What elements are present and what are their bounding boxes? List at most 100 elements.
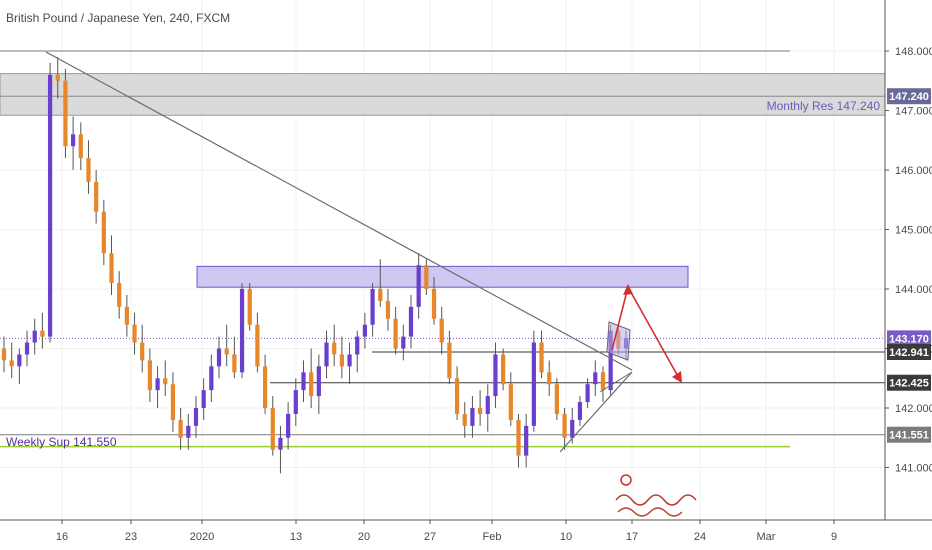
candle-body — [117, 283, 122, 307]
candle — [32, 318, 37, 355]
candle-body — [286, 413, 291, 438]
candle — [270, 396, 275, 456]
candle — [201, 378, 206, 420]
candle-body — [1, 348, 7, 361]
candle — [493, 342, 498, 408]
candle-body — [270, 408, 275, 450]
candle — [454, 366, 460, 420]
candle — [155, 366, 160, 408]
y-tick-label: 146.000 — [895, 165, 932, 177]
candle-body — [140, 342, 145, 361]
candles-layer — [1, 56, 629, 474]
candle — [385, 289, 391, 331]
candle — [539, 330, 544, 379]
candle-body — [209, 366, 214, 391]
candle — [247, 283, 252, 331]
candle — [362, 312, 368, 349]
x-tick-label: 2020 — [190, 531, 214, 543]
candle — [163, 360, 168, 397]
logo-swirl — [615, 494, 697, 506]
price-badge-label: 141.551 — [889, 430, 929, 442]
candle — [439, 306, 444, 355]
candle-body — [501, 354, 506, 385]
candle — [94, 170, 99, 224]
candle-body — [132, 324, 137, 343]
candle-body — [593, 372, 598, 385]
candle — [547, 360, 552, 397]
price-badge: 142.425 — [887, 374, 931, 391]
chart-title: British Pound / Japanese Yen, 240, FXCM — [6, 11, 230, 25]
candle-body — [170, 384, 176, 420]
candle — [1, 336, 7, 373]
bull-flag-box — [606, 321, 631, 361]
candle — [378, 259, 383, 307]
y-tick-label: 148.000 — [895, 46, 932, 58]
candle-body — [570, 419, 575, 438]
candle-body — [47, 74, 53, 337]
candle-body — [454, 378, 460, 414]
price-badge-label: 147.240 — [889, 91, 929, 103]
candle-body — [316, 366, 321, 397]
y-tick-label: 142.000 — [895, 403, 932, 415]
candle-body — [408, 306, 414, 337]
x-tick-label: 10 — [560, 531, 572, 543]
candle — [347, 342, 352, 385]
candle — [9, 342, 14, 379]
candle-body — [554, 384, 560, 414]
candle — [101, 199, 106, 266]
candle — [301, 360, 306, 403]
x-tick-label: 20 — [358, 531, 370, 543]
candle-body — [516, 419, 521, 456]
candle-body — [424, 265, 429, 289]
candle-body — [531, 342, 536, 426]
candle — [477, 390, 483, 426]
candle — [224, 324, 229, 367]
y-tick-label: 141.000 — [895, 463, 932, 475]
candle — [147, 348, 153, 403]
candle — [140, 324, 145, 373]
candle — [109, 235, 114, 295]
monthly-resistance-zone — [0, 73, 886, 116]
price-badge-label: 143.170 — [889, 333, 929, 345]
price-badge-label: 142.425 — [889, 378, 929, 390]
candle-body — [470, 408, 475, 426]
candle-body — [332, 342, 337, 355]
candle — [585, 378, 590, 408]
candle — [416, 253, 421, 319]
price-badge-bg — [887, 426, 931, 443]
candle-body — [562, 413, 567, 438]
x-tick-label: 27 — [424, 531, 436, 543]
candle — [47, 62, 53, 343]
badges-layer: 147.240 143.170 142.941 142.425 141.551 — [887, 88, 931, 443]
candle — [86, 140, 91, 194]
price-badge-bg — [887, 330, 931, 347]
y-tick-label: 145.000 — [895, 225, 932, 237]
candle — [170, 372, 176, 432]
price-badge-bg — [887, 374, 931, 391]
monthly-resistance-label: Monthly Res 147.240 — [767, 99, 881, 113]
candle-body — [78, 134, 83, 159]
candle-body — [94, 181, 99, 212]
candle-body — [301, 372, 306, 391]
logo-circle — [620, 474, 632, 486]
candle — [516, 413, 521, 468]
up-arrow-head — [623, 284, 633, 295]
logo-swirl-lower — [617, 507, 683, 517]
x-tick-label: Feb — [483, 531, 502, 543]
candle-body — [370, 289, 375, 325]
candle — [55, 56, 60, 99]
candle-body — [600, 372, 606, 391]
candle — [577, 396, 583, 426]
candle — [24, 330, 30, 367]
candle — [485, 384, 490, 432]
candle — [117, 271, 122, 319]
price-badge-bg — [887, 88, 931, 105]
candle-body — [378, 289, 383, 301]
candle — [286, 402, 291, 450]
candle-body — [239, 289, 245, 373]
candle-body — [55, 74, 60, 81]
candle-body — [63, 80, 68, 147]
